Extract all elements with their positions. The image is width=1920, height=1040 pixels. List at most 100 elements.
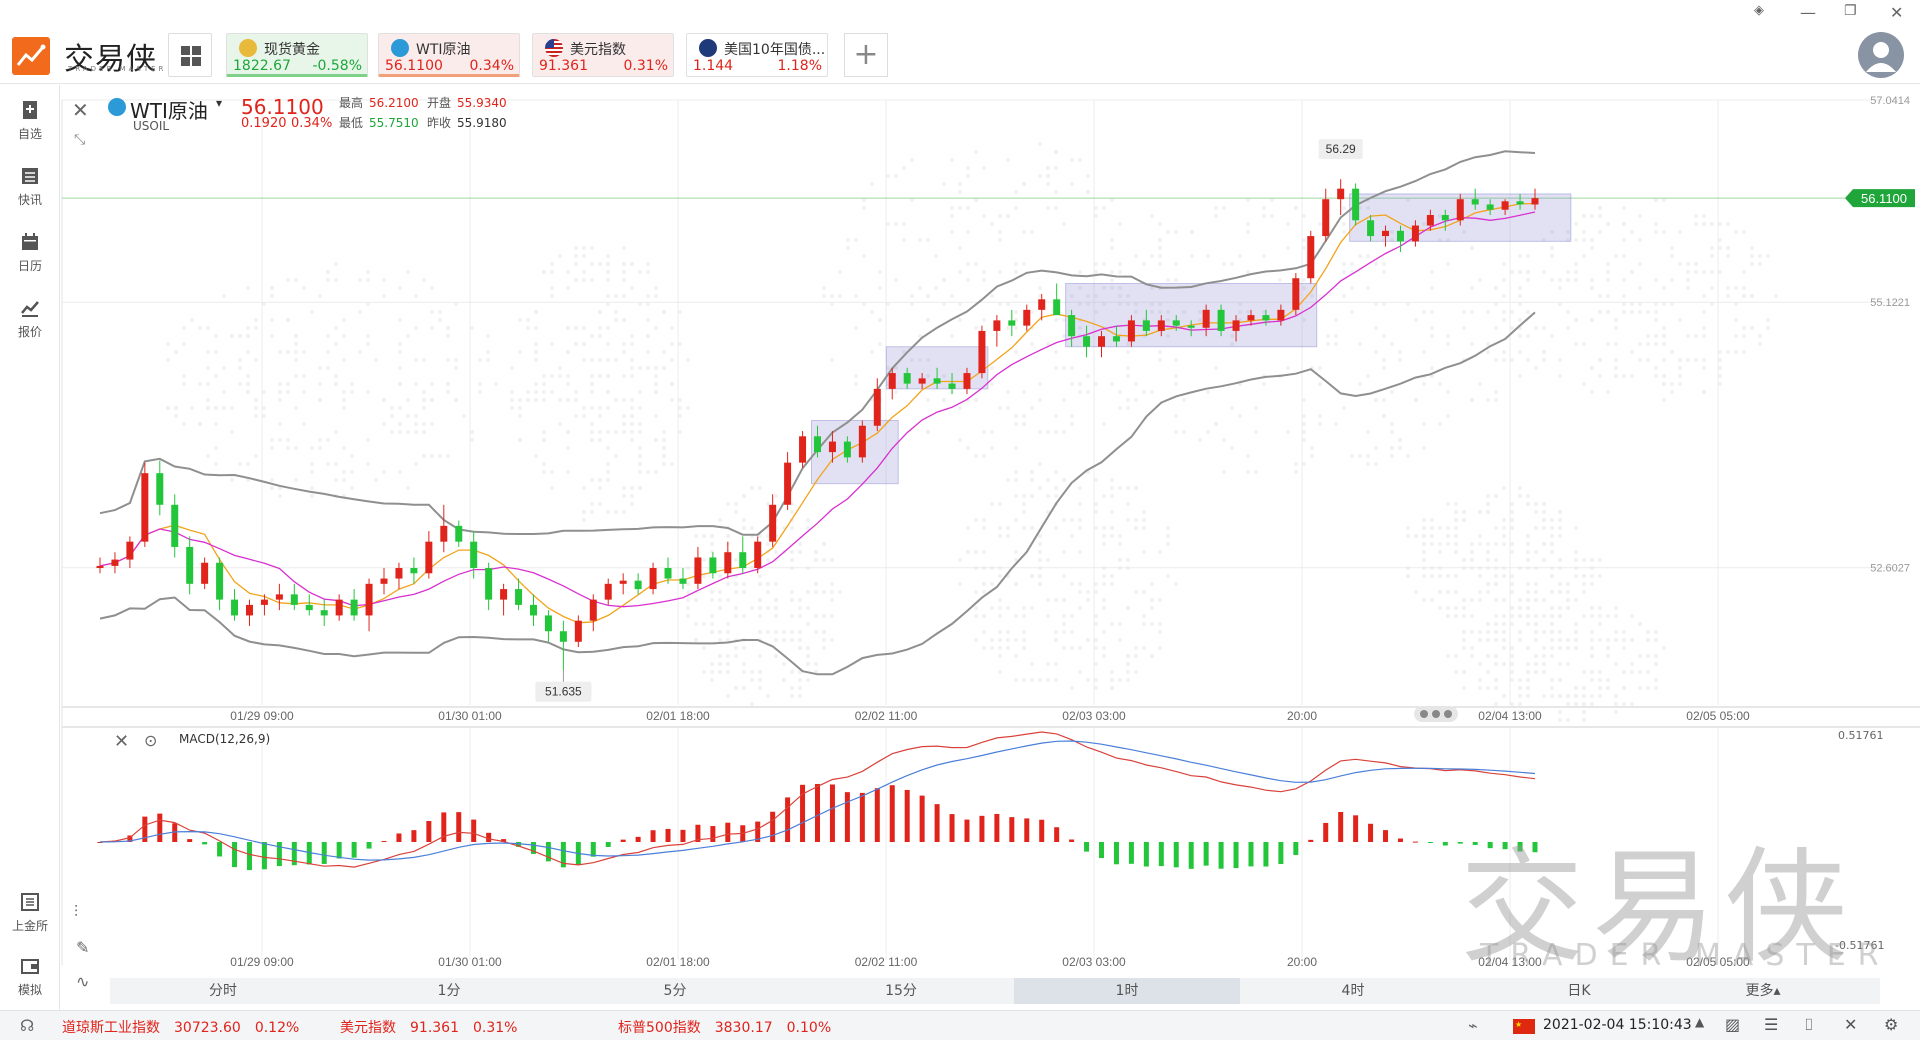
headset-icon[interactable]: ☊ [20, 1016, 35, 1035]
macd-bar [1248, 842, 1254, 867]
macd-bar [291, 842, 297, 866]
macd-bar [306, 842, 312, 865]
sidebar-item-news[interactable]: 快讯 [0, 165, 60, 208]
period-tab-tick[interactable]: 分时 [209, 983, 237, 999]
indicator-icon[interactable]: ⫶ [74, 902, 79, 921]
candle-body [290, 594, 298, 605]
candle-body [1337, 188, 1345, 200]
candle-body [1307, 236, 1315, 279]
ticker-spx[interactable]: 标普500指数 3830.17 0.10% [618, 1020, 832, 1036]
close-icon[interactable]: ✕ [1890, 3, 1904, 22]
ticker-dxy[interactable]: 美元指数 91.361 0.31% [340, 1020, 518, 1036]
period-tab-more[interactable]: 更多▴ [1745, 983, 1781, 999]
candle-body [425, 541, 433, 574]
macd-bar [1517, 842, 1523, 852]
candle-body [1232, 320, 1240, 331]
candle-body [1247, 315, 1255, 321]
candle-body [156, 473, 164, 505]
candle-body [365, 583, 373, 616]
candle-body [1322, 199, 1330, 237]
candle-body [1516, 201, 1524, 205]
quote-card-usd-index[interactable]: 美元指数 91.361 0.31% [532, 33, 674, 77]
period-tab-15m[interactable]: 15分 [885, 983, 917, 999]
close-chart-icon[interactable]: ✕ [72, 98, 89, 122]
link-off-icon[interactable]: ⌁ [1468, 1016, 1478, 1035]
pencil-icon[interactable]: ✎ [76, 938, 90, 957]
x-tick-label: 02/05 05:00 [1686, 709, 1750, 723]
candle-body [1262, 315, 1270, 321]
macd-bar [202, 842, 208, 845]
candle-body [455, 525, 463, 542]
macd-bar [710, 826, 716, 842]
settings-icon[interactable]: ⚙ [1884, 1015, 1899, 1034]
candle-body [888, 373, 896, 389]
mute-icon[interactable]: ✕ [1844, 1015, 1858, 1034]
macd-bar [590, 842, 596, 857]
candle-body [1038, 299, 1046, 310]
candle-body [410, 568, 418, 574]
candle-body [231, 599, 239, 616]
ticker-dji[interactable]: 道琼斯工业指数 30723.60 0.12% [62, 1020, 300, 1036]
macd-x-tick-label: 01/30 01:00 [438, 955, 502, 969]
macd-bar [1143, 842, 1149, 867]
macd-x-tick-label: 02/04 13:00 [1478, 955, 1542, 969]
macd-bar [441, 812, 447, 842]
quote-card-wti[interactable]: WTI原油 56.1100 0.34% [378, 33, 520, 77]
candle-body [529, 604, 537, 616]
grid-menu-button[interactable] [168, 33, 212, 77]
macd-bar [246, 842, 252, 871]
us-flag-icon [545, 39, 563, 57]
sidebar-item-watchlist[interactable]: 自选 [0, 99, 60, 142]
candle-body [350, 599, 358, 616]
news-icon [22, 168, 38, 184]
layout-icon[interactable]: ▨ [1725, 1015, 1741, 1034]
close-macd-icon[interactable]: ✕ [114, 731, 130, 752]
macd-bar [486, 832, 492, 842]
period-tab-4h[interactable]: 4时 [1341, 983, 1365, 999]
instrument-name[interactable]: WTI原油 [130, 99, 208, 123]
candle-body [873, 388, 881, 426]
restore-icon[interactable]: ❐ [1844, 3, 1857, 19]
macd-bar [127, 835, 133, 842]
minimize-icon[interactable]: — [1800, 3, 1816, 22]
macd-bar [1502, 842, 1508, 850]
quote-card-us10y[interactable]: 美国10年国债... 1.144 1.18% [686, 33, 828, 77]
caret-up-icon[interactable]: ▲ [1695, 1015, 1705, 1029]
period-tab-daily[interactable]: 日K [1567, 983, 1591, 999]
add-quote-button[interactable]: + [844, 33, 888, 77]
quote-card-gold[interactable]: 现货黄金 1822.67 -0.58% [226, 33, 368, 77]
sidebar-item-calendar[interactable]: 日历 [0, 231, 60, 274]
y-tick-label: 57.0414 [1870, 95, 1910, 107]
macd-bar [1039, 819, 1045, 842]
exchange-icon [21, 893, 39, 911]
wallet-icon [21, 959, 39, 974]
period-tab-1h[interactable]: 1时 [1014, 978, 1240, 1004]
macd-bar [979, 815, 985, 842]
instrument-change: 0.1920 [241, 116, 287, 131]
period-tab-5m[interactable]: 5分 [663, 983, 687, 999]
boll-lower [99, 311, 1536, 676]
sidebar-item-sge[interactable]: 上金所 [0, 891, 60, 934]
settings-icon[interactable]: ⊙ [144, 731, 158, 750]
wave-icon[interactable]: ∿ [76, 972, 90, 991]
macd-bar [904, 789, 910, 842]
candle-body [245, 604, 253, 616]
sidebar-item-quotes[interactable]: 报价 [0, 297, 60, 340]
avatar[interactable] [1858, 32, 1904, 78]
collapse-icon[interactable]: ⤡ [74, 132, 86, 148]
x-tick-label: 20:00 [1287, 709, 1317, 723]
low-marker-box [535, 681, 592, 702]
candle-body [1068, 315, 1076, 337]
skin-icon[interactable]: ◈ [1754, 3, 1764, 18]
period-tab-1m[interactable]: 1分 [437, 983, 461, 999]
logo-text: 交易侠 [64, 42, 157, 77]
chart-canvas[interactable]: 01/29 09:00 01/30 01:00 02/01 18:00 02/02 1… [0, 0, 1920, 1010]
camera-icon[interactable]: ⌷ [1804, 1015, 1814, 1034]
candle-body [739, 552, 747, 569]
sidebar-item-demo[interactable]: 模拟 [0, 955, 60, 998]
stat-prev-close: 昨收 55.9180 [427, 116, 507, 130]
chevron-down-icon[interactable]: ▾ [216, 96, 223, 110]
macd-bar [605, 842, 611, 847]
list-icon[interactable]: ☰ [1764, 1015, 1779, 1034]
macd-bar [1278, 842, 1284, 864]
